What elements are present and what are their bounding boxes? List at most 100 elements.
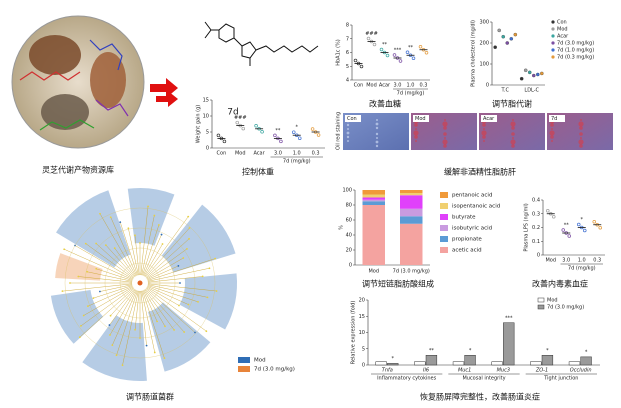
y-tick-label: 0 (349, 263, 352, 269)
branch (147, 268, 210, 282)
caption: 恢复肠屏障完整性，改善肠道炎症 (420, 392, 540, 402)
caption: 调节脂代谢 (492, 99, 532, 109)
dot (366, 36, 371, 41)
x-tick-label: Mod (545, 258, 556, 264)
y-tick-label: 0.4 (532, 198, 540, 204)
caption: 缓解非酒精性脂肪肝 (444, 167, 516, 177)
y-tick-label: 5 (362, 346, 365, 352)
branch (140, 206, 149, 276)
dot (532, 73, 536, 78)
y-axis-label: % (339, 225, 345, 230)
lipid-droplet (443, 144, 447, 148)
dot (509, 37, 514, 41)
node (99, 212, 101, 215)
branch (122, 290, 139, 366)
node (160, 233, 163, 236)
node (134, 328, 136, 331)
dot (576, 222, 581, 227)
dot (598, 226, 602, 230)
legend-marker (551, 55, 555, 59)
node (92, 297, 95, 300)
lipid-droplet (414, 135, 418, 139)
caption: 调节肠道菌群 (126, 392, 174, 402)
lipid-droplet (375, 132, 379, 136)
lipid-droplet (375, 122, 379, 126)
x-tick-label: 3.0 (274, 151, 282, 157)
branch (74, 245, 134, 280)
legend-marker (551, 20, 555, 24)
legend-label: 7d (0.3 mg/kg) (557, 55, 594, 61)
node (183, 331, 186, 333)
group-label: Mucosal integrity (462, 376, 505, 382)
dot (254, 124, 258, 128)
significance: ** (564, 223, 570, 229)
histology-label: 7d (551, 116, 557, 122)
legend-marker (551, 34, 555, 38)
dot (298, 136, 302, 140)
branch (146, 286, 180, 306)
bar-segment (400, 216, 423, 224)
molecule (204, 21, 319, 66)
legend-swatch (537, 297, 545, 303)
lipid-droplet (346, 131, 350, 135)
significance: * (469, 348, 472, 354)
y-tick-label: 80 (346, 203, 352, 209)
lipid-droplet (482, 123, 486, 127)
label-bg (549, 115, 565, 122)
histology-label: Acar (483, 116, 495, 122)
lipid-droplet (415, 128, 417, 130)
legend-swatch (440, 203, 448, 209)
caption: 控制体重 (242, 167, 274, 177)
node (187, 303, 190, 306)
node (77, 275, 80, 278)
node (215, 290, 218, 292)
lipid-droplet (483, 140, 485, 142)
branch (142, 224, 160, 276)
histology-label: Mod (415, 116, 426, 122)
significance: * (296, 125, 299, 131)
significance: * (585, 349, 588, 355)
caption: 改善内毒素血症 (532, 279, 588, 289)
bar-segment (400, 223, 423, 265)
node (113, 247, 116, 250)
group-label: 7d (mg/kg) (283, 159, 311, 165)
node (188, 237, 190, 240)
lipid-droplet (578, 121, 584, 127)
lipid-droplet (376, 137, 378, 139)
branch (142, 290, 165, 359)
node (194, 331, 196, 334)
lipid-droplet (510, 139, 516, 145)
legend-label: propionate (452, 237, 482, 243)
lipid-droplet (510, 121, 516, 127)
dot (260, 130, 264, 134)
node (206, 296, 209, 299)
dot (551, 215, 556, 219)
x-tick-label: 7d (3.0 mg/kg) (393, 269, 430, 275)
x-tick-label: 0.3 (312, 151, 320, 157)
dot (523, 68, 528, 73)
dot (493, 45, 497, 49)
branch (134, 290, 140, 330)
branch (114, 248, 136, 277)
lipid-droplet (375, 126, 379, 130)
x-tick-label: Mod (235, 151, 246, 157)
node (69, 282, 71, 284)
y-tick-label: 6 (346, 50, 349, 56)
legend-label: Acar (557, 34, 569, 40)
dot (279, 139, 283, 144)
legend-label: Mod (254, 358, 266, 364)
ring (119, 262, 161, 304)
dot (405, 50, 410, 54)
branch (146, 248, 188, 279)
arrow (156, 91, 178, 107)
x-tick-label: 3.0 (562, 258, 570, 264)
branch (99, 284, 133, 292)
lipid-droplet (444, 137, 446, 139)
y-tick-label: 0 (362, 363, 365, 369)
bar-segment (362, 205, 385, 265)
bar (568, 361, 581, 366)
branch (96, 243, 135, 278)
branch (87, 271, 133, 282)
dot (582, 228, 587, 233)
